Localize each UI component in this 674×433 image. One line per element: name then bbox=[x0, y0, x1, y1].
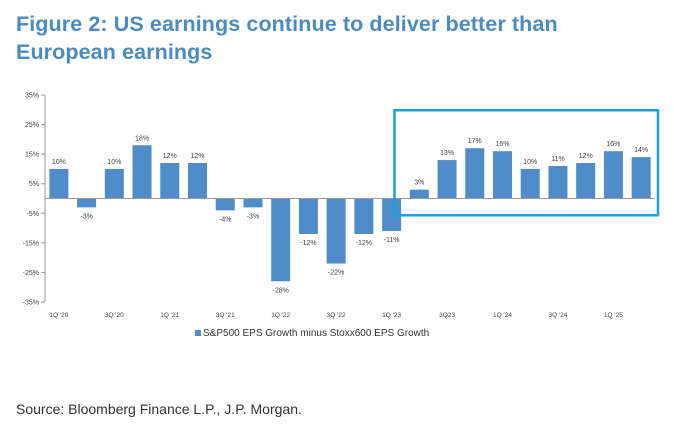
bar bbox=[354, 198, 374, 234]
bar-data-label: 16% bbox=[606, 141, 620, 148]
bar bbox=[215, 198, 235, 211]
bar-data-label: 13% bbox=[440, 150, 454, 157]
bar-data-label: 12% bbox=[579, 153, 593, 160]
bar-data-label: 17% bbox=[468, 138, 482, 145]
x-tick-label: 3Q '22 bbox=[327, 312, 346, 319]
bar bbox=[493, 151, 512, 199]
bar-data-label: 18% bbox=[135, 135, 149, 142]
bar bbox=[271, 198, 291, 282]
highlight-box bbox=[393, 108, 660, 217]
bar-data-label: -11% bbox=[384, 237, 400, 244]
bar-data-label: 16% bbox=[495, 141, 509, 148]
bar-data-label: 14% bbox=[634, 147, 648, 154]
x-axis: 1Q '20 3Q '20 1Q '21 3Q '21 1Q '22 3Q '22 1Q '… bbox=[45, 198, 655, 319]
bar bbox=[160, 163, 180, 199]
bar-data-label: 12% bbox=[163, 153, 177, 160]
bar-data-label: -12% bbox=[300, 240, 316, 247]
y-tick-label: 25% bbox=[25, 122, 39, 129]
x-tick-label: 3Q23 bbox=[439, 312, 455, 319]
bar bbox=[188, 163, 207, 199]
x-tick-label: 1Q '22 bbox=[271, 312, 290, 319]
y-axis: 35% 25% 15% 5% -5% -15% -25% -35% bbox=[23, 93, 46, 307]
legend: S&P500 EPS Growth minus Stoxx600 EPS Gro… bbox=[195, 328, 429, 339]
bar-data-label: -22% bbox=[328, 270, 344, 277]
bar bbox=[603, 151, 623, 199]
bar-data-label: 10% bbox=[107, 159, 121, 166]
y-tick-label: 15% bbox=[25, 152, 39, 159]
bar bbox=[243, 198, 263, 208]
y-tick-label: -15% bbox=[23, 240, 39, 247]
x-tick-label: 3Q '21 bbox=[216, 312, 235, 319]
bar bbox=[49, 168, 69, 199]
source-note: Source: Bloomberg Finance L.P., J.P. Mor… bbox=[16, 401, 302, 417]
x-tick-label: 1Q '21 bbox=[160, 312, 179, 319]
y-tick-label: -5% bbox=[27, 211, 39, 218]
x-tick-label: 1Q '23 bbox=[382, 312, 401, 319]
x-tick-label: 3Q '24 bbox=[548, 312, 567, 319]
bar-data-label: 11% bbox=[551, 156, 565, 163]
bar bbox=[382, 198, 402, 232]
highlight-box-group bbox=[393, 108, 660, 217]
bar bbox=[132, 145, 152, 199]
legend-swatch bbox=[195, 330, 201, 336]
bar-data-label: 12% bbox=[190, 153, 204, 160]
bar bbox=[326, 198, 346, 264]
x-tick-label: 3Q '20 bbox=[105, 312, 124, 319]
bar-data-label: 10% bbox=[523, 159, 537, 166]
figure-title: Figure 2: US earnings continue to delive… bbox=[16, 12, 558, 64]
bar bbox=[104, 168, 124, 199]
x-tick-label: 1Q '25 bbox=[604, 312, 623, 319]
bar-data-label: -3% bbox=[80, 213, 92, 220]
bar bbox=[77, 198, 97, 208]
y-tick-label: -25% bbox=[23, 270, 39, 277]
bar bbox=[548, 165, 568, 199]
y-tick-label: 5% bbox=[29, 181, 39, 188]
bar-chart: 35%25%15%5%-5%-15%-25%-35% 10%-3%10%18%1… bbox=[23, 93, 660, 339]
bar-data-label: 3% bbox=[414, 180, 424, 187]
y-tick-label: 35% bbox=[25, 93, 39, 100]
bar-labels-group: 10% -3% 10% 18% 12% 12% -4% -3% -28% -12% -22% -12%… bbox=[52, 135, 648, 294]
bar bbox=[437, 160, 457, 199]
legend-label: S&P500 EPS Growth minus Stoxx600 EPS Gro… bbox=[203, 328, 429, 339]
bar bbox=[298, 198, 318, 234]
bar bbox=[465, 148, 485, 199]
bars-group bbox=[49, 145, 651, 282]
bar bbox=[520, 168, 540, 199]
bar-data-label: 10% bbox=[52, 159, 66, 166]
bar bbox=[409, 189, 429, 199]
bar bbox=[576, 163, 596, 199]
bar-data-label: -28% bbox=[273, 287, 289, 294]
bar bbox=[631, 157, 651, 199]
bar-data-label: -4% bbox=[219, 216, 231, 223]
x-tick-label: 1Q '24 bbox=[493, 312, 512, 319]
x-tick-label: 1Q '20 bbox=[49, 312, 68, 319]
y-tick-label: -35% bbox=[23, 300, 39, 307]
bar-data-label: -12% bbox=[356, 240, 372, 247]
bar-data-label: -3% bbox=[247, 213, 259, 220]
